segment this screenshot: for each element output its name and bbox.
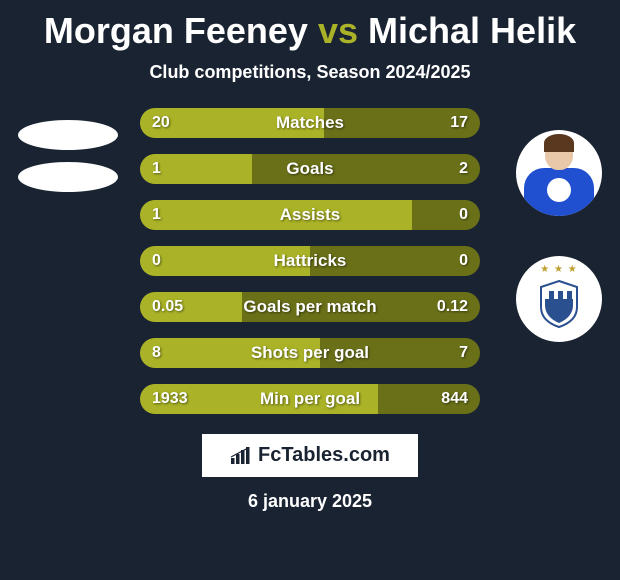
stat-value-player2: 17 bbox=[450, 114, 468, 132]
stat-label: Shots per goal bbox=[251, 343, 369, 363]
stat-value-player1: 1 bbox=[152, 160, 161, 178]
brand-text: FcTables.com bbox=[258, 444, 390, 467]
stat-row: 20 Matches 17 bbox=[140, 108, 480, 138]
stat-value-player1: 0 bbox=[152, 252, 161, 270]
stat-value-player2: 0 bbox=[459, 252, 468, 270]
stat-row: 1 Assists 0 bbox=[140, 200, 480, 230]
stat-value-player1: 1 bbox=[152, 206, 161, 224]
bar-content: 0.05 Goals per match 0.12 bbox=[140, 292, 480, 322]
vs-text: vs bbox=[318, 10, 358, 51]
stat-label: Goals per match bbox=[243, 297, 376, 317]
stats-area: 20 Matches 17 1 Goals 2 1 Assists 0 0 Hattricks 0 0.… bbox=[0, 108, 620, 414]
page-title: Morgan Feeney vs Michal Helik bbox=[44, 10, 576, 52]
bar-content: 1933 Min per goal 844 bbox=[140, 384, 480, 414]
stat-row: 0 Hattricks 0 bbox=[140, 246, 480, 276]
stat-label: Min per goal bbox=[260, 389, 360, 409]
player1-name: Morgan Feeney bbox=[44, 10, 308, 51]
footer: FcTables.com 6 january 2025 bbox=[202, 434, 418, 512]
date-text: 6 january 2025 bbox=[248, 491, 372, 512]
stat-value-player1: 1933 bbox=[152, 390, 188, 408]
bar-content: 8 Shots per goal 7 bbox=[140, 338, 480, 368]
stat-row: 0.05 Goals per match 0.12 bbox=[140, 292, 480, 322]
player2-name: Michal Helik bbox=[368, 10, 576, 51]
stat-bars: 20 Matches 17 1 Goals 2 1 Assists 0 0 Hattricks 0 0.… bbox=[140, 108, 480, 414]
stat-row: 8 Shots per goal 7 bbox=[140, 338, 480, 368]
stat-value-player2: 844 bbox=[441, 390, 468, 408]
stat-value-player1: 0.05 bbox=[152, 298, 183, 316]
stat-label: Goals bbox=[286, 159, 333, 179]
stat-label: Assists bbox=[280, 205, 340, 225]
stat-value-player1: 8 bbox=[152, 344, 161, 362]
stat-row: 1933 Min per goal 844 bbox=[140, 384, 480, 414]
stat-value-player2: 7 bbox=[459, 344, 468, 362]
bar-content: 1 Goals 2 bbox=[140, 154, 480, 184]
bar-content: 0 Hattricks 0 bbox=[140, 246, 480, 276]
bar-content: 1 Assists 0 bbox=[140, 200, 480, 230]
comparison-container: Morgan Feeney vs Michal Helik Club compe… bbox=[0, 0, 620, 580]
stat-label: Matches bbox=[276, 113, 344, 133]
stat-value-player2: 2 bbox=[459, 160, 468, 178]
brand-chart-icon bbox=[230, 447, 250, 465]
stat-value-player1: 20 bbox=[152, 114, 170, 132]
bar-content: 20 Matches 17 bbox=[140, 108, 480, 138]
stat-label: Hattricks bbox=[274, 251, 347, 271]
stat-value-player2: 0.12 bbox=[437, 298, 468, 316]
stat-row: 1 Goals 2 bbox=[140, 154, 480, 184]
brand-box: FcTables.com bbox=[202, 434, 418, 477]
subtitle: Club competitions, Season 2024/2025 bbox=[149, 62, 470, 83]
stat-value-player2: 0 bbox=[459, 206, 468, 224]
